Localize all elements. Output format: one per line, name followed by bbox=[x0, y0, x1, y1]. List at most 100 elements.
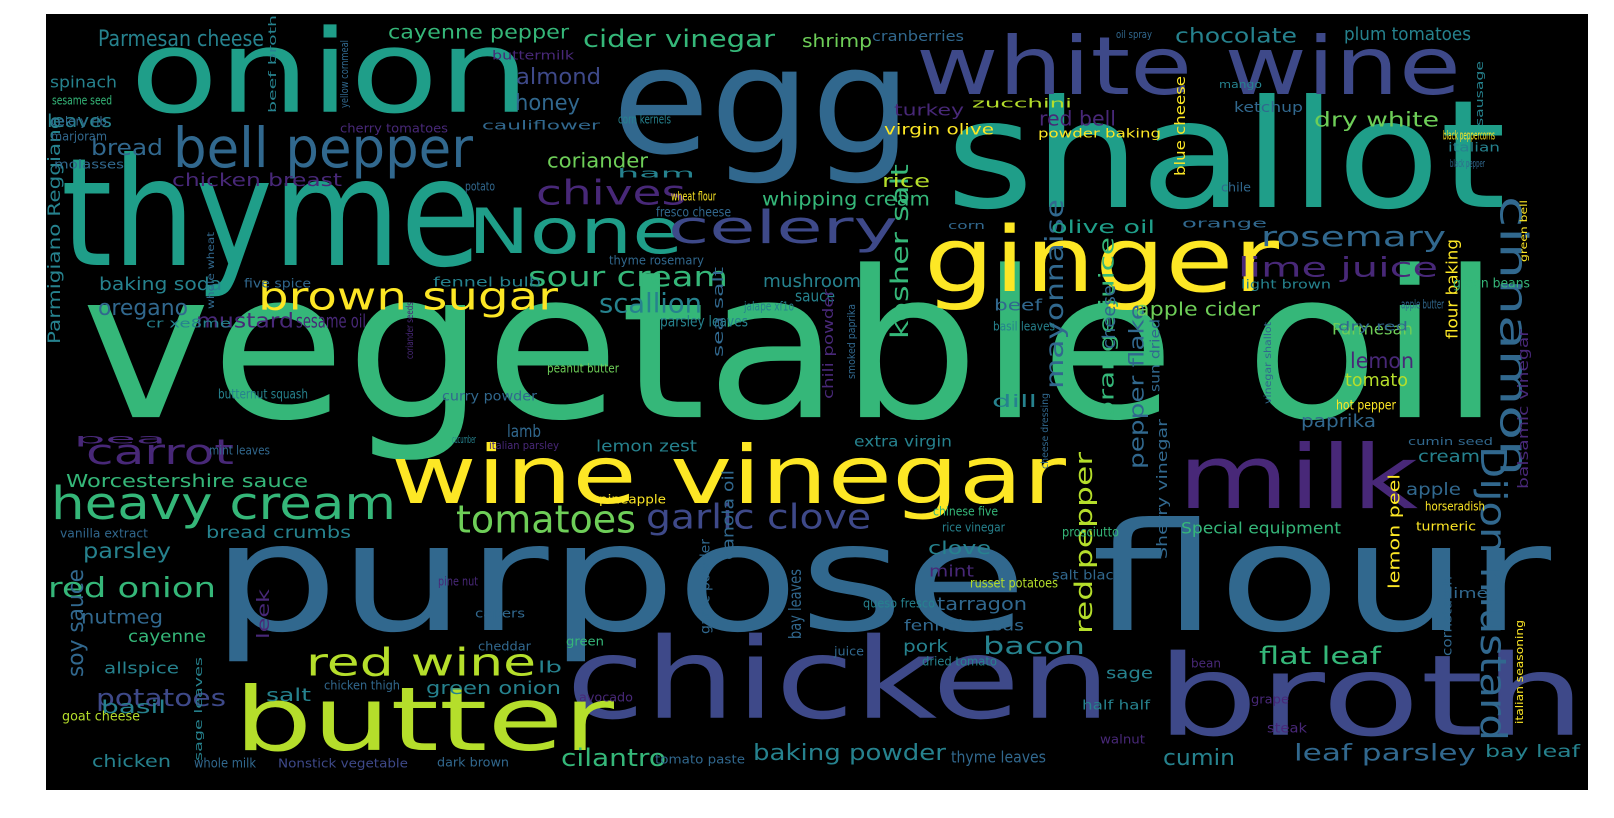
cloud-word: cream bbox=[1418, 447, 1480, 467]
cloud-word: dill bbox=[992, 392, 1037, 412]
cloud-word: sausage bbox=[1473, 61, 1486, 126]
cloud-word: black pepper bbox=[1450, 157, 1485, 170]
cloud-word: mint bbox=[929, 562, 974, 581]
cloud-word: heavy cream bbox=[51, 477, 396, 530]
cloud-word: coriander bbox=[547, 149, 649, 173]
cloud-word: ham bbox=[617, 167, 695, 181]
cloud-word: horseradish bbox=[1425, 500, 1485, 514]
cloud-word: pine nut bbox=[438, 575, 478, 589]
cloud-word: Special equipment bbox=[1181, 519, 1341, 538]
cloud-word: cucumber bbox=[452, 433, 476, 446]
cloud-word: chicken thigh bbox=[324, 679, 400, 693]
cloud-word: zucchini bbox=[972, 97, 1072, 111]
cloud-word: blue cheese bbox=[1173, 76, 1189, 176]
cloud-word: allspice bbox=[104, 659, 179, 678]
cloud-word: olive oil bbox=[1051, 217, 1155, 238]
cloud-background bbox=[46, 14, 1588, 790]
cloud-word: queso fresco bbox=[863, 597, 935, 611]
cloud-word: cornstarch bbox=[1441, 576, 1456, 656]
cloud-word: Worcestershire sauce bbox=[66, 471, 308, 492]
cloud-word: parsley leaves bbox=[660, 313, 748, 331]
cloud-word: celery rib bbox=[51, 115, 107, 129]
cloud-word: italian seasoning bbox=[1513, 620, 1526, 724]
cloud-word: red pepper bbox=[1070, 452, 1098, 634]
cloud-word: bay leaves bbox=[786, 569, 806, 639]
cloud-word: peanut butter bbox=[547, 362, 619, 376]
cloud-word: shrimp bbox=[802, 31, 872, 52]
cloud-word: goat cheese bbox=[62, 710, 140, 725]
cloud-word: five spice bbox=[244, 277, 311, 291]
cloud-word: prosciutto bbox=[1062, 526, 1119, 541]
cloud-word: potatoes bbox=[96, 684, 226, 712]
cloud-word: sour cream bbox=[528, 260, 728, 293]
cloud-word: honey bbox=[515, 91, 580, 116]
cloud-word: sauce bbox=[795, 287, 835, 306]
cloud-word: mushroom bbox=[763, 271, 861, 292]
cloud-word: lemon bbox=[1350, 349, 1414, 373]
cloud-word: apple butter bbox=[1401, 298, 1444, 312]
cloud-word: turmeric bbox=[1416, 520, 1476, 534]
cloud-word: dry red bbox=[1338, 320, 1408, 334]
cloud-word: light brown bbox=[1241, 278, 1331, 292]
cloud-word: garlic powder bbox=[699, 538, 714, 634]
cloud-word: cranberries bbox=[872, 29, 964, 45]
word-cloud: vegetable oil purpose flour egg onion thyme s… bbox=[46, 14, 1588, 790]
cloud-word: avocado bbox=[579, 691, 633, 705]
cloud-word: cherry tomatoes bbox=[340, 122, 448, 136]
cloud-word: rice vinegar bbox=[942, 521, 1005, 535]
cloud-word: yellow cornmeal bbox=[338, 40, 351, 108]
cloud-word: lime juice bbox=[1238, 253, 1438, 284]
cloud-word: pineapple bbox=[599, 493, 666, 507]
cloud-word: corn kernels bbox=[618, 113, 671, 127]
cloud-word: almond bbox=[516, 65, 601, 90]
cloud-word: lemon peel bbox=[1385, 474, 1404, 589]
cloud-word: basil leaves bbox=[993, 320, 1055, 334]
cloud-word: mango bbox=[1219, 78, 1262, 91]
cloud-word: jalape xf1o bbox=[743, 300, 794, 314]
cloud-word: celery bbox=[668, 201, 898, 254]
cloud-word: lamb bbox=[507, 422, 541, 442]
cloud-word: thyme bbox=[61, 127, 481, 301]
cloud-word: orange juice bbox=[1095, 237, 1119, 419]
cloud-word: whole wheat bbox=[206, 232, 217, 309]
cloud-word: pork bbox=[903, 637, 948, 657]
cloud-word: cumin seed bbox=[1408, 435, 1493, 448]
cloud-word: flour baking bbox=[1443, 239, 1462, 339]
cloud-word: Parmesan bbox=[1332, 320, 1413, 339]
cloud-word: rosemary bbox=[1261, 220, 1446, 253]
cloud-word: egg bbox=[612, 16, 912, 188]
cloud-word: chicken bbox=[92, 752, 171, 772]
cloud-word: steak bbox=[1267, 722, 1308, 737]
cloud-word: beef bbox=[994, 296, 1042, 315]
cloud-word: molasses bbox=[54, 158, 124, 172]
cloud-word: Parmesan cheese bbox=[98, 27, 264, 52]
cloud-word: extra virgin bbox=[854, 433, 952, 451]
cloud-word: green beans bbox=[1453, 277, 1530, 292]
cloud-word: whipping cream bbox=[762, 189, 930, 211]
cloud-word: juice bbox=[833, 645, 864, 659]
cloud-word: wine vinegar bbox=[391, 429, 1066, 522]
cloud-word: cider vinegar bbox=[583, 25, 775, 53]
cloud-word: rice bbox=[882, 171, 930, 192]
cloud-word: paprika bbox=[1301, 411, 1376, 432]
cloud-word: ketchup bbox=[1234, 100, 1303, 116]
cloud-word: fennel bulb bbox=[433, 276, 541, 291]
cloud-word: dried tomato bbox=[922, 655, 997, 669]
cloud-word: green bell bbox=[1519, 200, 1530, 262]
cloud-word: butternut squash bbox=[218, 388, 308, 403]
cloud-word: butter bbox=[234, 668, 615, 771]
cloud-word: chicken bbox=[566, 615, 1111, 745]
cloud-word: vinegar shallot bbox=[1263, 322, 1274, 404]
cloud-word: green onion bbox=[426, 678, 561, 699]
cloud-word: vegetable oil bbox=[81, 228, 1501, 466]
cloud-word: sage leaves bbox=[192, 657, 205, 761]
cloud-word: sage bbox=[1106, 664, 1153, 683]
cloud-word: chile bbox=[1221, 181, 1251, 195]
cloud-word: salt black bbox=[1052, 569, 1123, 584]
cloud-word: mint leaves bbox=[209, 444, 270, 458]
cloud-word: broth bbox=[1156, 632, 1586, 762]
cloud-word: lime bbox=[1448, 586, 1488, 602]
cloud-word: thyme leaves bbox=[951, 748, 1046, 767]
cloud-word: Parmigiano Reggiano bbox=[46, 116, 65, 344]
